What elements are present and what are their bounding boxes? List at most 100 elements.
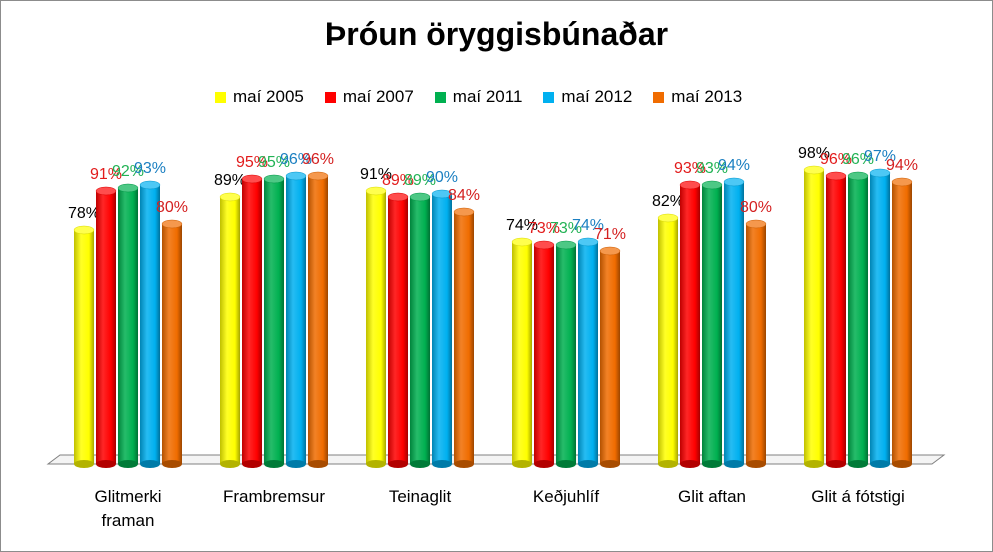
data-label: 92% — [112, 163, 144, 180]
bar-base — [724, 460, 744, 468]
category-label: Glit aftan — [678, 487, 746, 506]
category-group: 78% 91%92%93% 80% Glitmerki framan — [68, 160, 188, 530]
data-label: 71% — [594, 226, 626, 243]
bar-cap — [555, 240, 577, 250]
legend-swatch — [543, 91, 555, 103]
data-label: 80% — [156, 199, 188, 216]
bar-cap — [803, 165, 825, 175]
bar — [220, 197, 240, 464]
bar-cap — [745, 219, 767, 229]
bar-base — [804, 460, 824, 468]
data-label: 82% — [652, 193, 684, 210]
bar-cap — [241, 174, 263, 184]
data-label: 96% — [302, 151, 334, 168]
bar-base — [410, 460, 430, 468]
bar-cap — [365, 186, 387, 196]
bar-cap — [431, 189, 453, 199]
bar-cap — [657, 213, 679, 223]
category-label-line: Glit á fótstigi — [811, 487, 905, 506]
bar-cap — [847, 171, 869, 181]
data-label: 96% — [842, 151, 874, 168]
category-label-line: Teinaglit — [389, 487, 452, 506]
bar — [410, 197, 430, 464]
bar — [242, 179, 262, 464]
bar-cap — [73, 225, 95, 235]
bar-base — [892, 460, 912, 468]
bar — [432, 194, 452, 464]
bar — [680, 185, 700, 464]
bar-base — [578, 460, 598, 468]
category-group: 98%96%96%97%94%Glit á fótstigi — [798, 145, 918, 506]
bar-cap — [679, 180, 701, 190]
bar-base — [848, 460, 868, 468]
category-label-line: Glitmerki — [94, 487, 161, 506]
data-label: 73% — [550, 220, 582, 237]
bar-cap — [117, 183, 139, 193]
bar-cap — [577, 237, 599, 247]
bar-cap — [533, 240, 555, 250]
category-label: Glit á fótstigi — [811, 487, 905, 506]
bar — [512, 242, 532, 464]
data-label: 94% — [886, 157, 918, 174]
bar — [870, 173, 890, 464]
bar — [286, 176, 306, 464]
bar-base — [534, 460, 554, 468]
data-label: 84% — [448, 187, 480, 204]
category-label-line: Glit aftan — [678, 487, 746, 506]
data-label: 95% — [258, 154, 290, 171]
bar-base — [308, 460, 328, 468]
category-label-line: Frambremsur — [223, 487, 325, 506]
bar-cap — [95, 186, 117, 196]
bar-cap — [263, 174, 285, 184]
data-label: 93% — [696, 160, 728, 177]
bar-cap — [701, 180, 723, 190]
bar-cap — [139, 180, 161, 190]
data-label: 73% — [528, 220, 560, 237]
bar-base — [454, 460, 474, 468]
bar-base — [264, 460, 284, 468]
data-label: 97% — [864, 148, 896, 165]
bar-cap — [891, 177, 913, 187]
data-label: 94% — [718, 157, 750, 174]
bar-base — [140, 460, 160, 468]
data-label: 74% — [572, 217, 604, 234]
data-label: 96% — [280, 151, 312, 168]
data-label: 90% — [426, 169, 458, 186]
category-label: Teinaglit — [389, 487, 452, 506]
data-label: 74% — [506, 217, 538, 234]
legend-swatch — [324, 91, 336, 103]
bar-base — [600, 460, 620, 468]
category-label: Keðjuhlíf — [533, 487, 599, 506]
bar-base — [826, 460, 846, 468]
bar — [264, 179, 284, 464]
legend: maí 2005 maí 2007 maí 2011 maí 2012 maí 2013 — [215, 86, 742, 108]
legend-label: maí 2005 — [233, 87, 304, 106]
bar-cap — [409, 192, 431, 202]
data-label: 95% — [236, 154, 268, 171]
legend-label: maí 2007 — [342, 87, 414, 106]
data-label: 91% — [90, 166, 122, 183]
bar — [600, 251, 620, 464]
bar-base — [746, 460, 766, 468]
category-group: 82%93%93%94%80%Glit aftan — [652, 157, 772, 506]
legend-item: maí 2007 — [324, 87, 414, 107]
bar — [848, 176, 868, 464]
bar-base — [286, 460, 306, 468]
legend-item: maí 2011 — [434, 87, 522, 107]
bar — [578, 242, 598, 464]
category-group: 91%89%89%90%84%Teinaglit — [360, 166, 480, 506]
category-label-line: Keðjuhlíf — [533, 487, 599, 506]
bar-cap — [511, 237, 533, 247]
bar — [804, 170, 824, 464]
bar-base — [702, 460, 722, 468]
data-label: 89% — [214, 172, 246, 189]
bar-base — [162, 460, 182, 468]
bar — [702, 185, 722, 464]
category-label: Frambremsur — [223, 487, 325, 506]
bar-cap — [219, 192, 241, 202]
bar-cap — [161, 219, 183, 229]
bar-cap — [453, 207, 475, 217]
bar — [388, 197, 408, 464]
bar-cap — [285, 171, 307, 181]
